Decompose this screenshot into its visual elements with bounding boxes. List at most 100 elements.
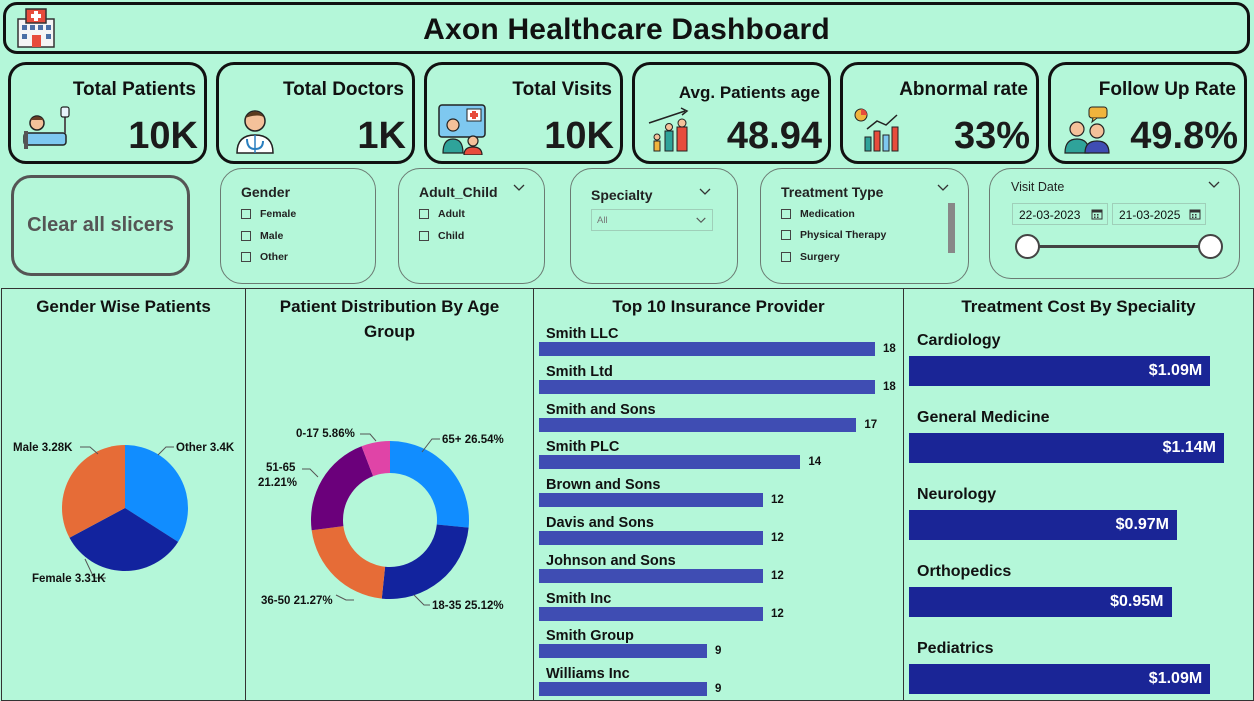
donut-label-51-65: 51-65 <box>266 462 296 474</box>
start-date-input[interactable]: 22-03-2023 <box>1012 203 1108 225</box>
slicer-title: Gender <box>241 184 291 200</box>
bar[interactable] <box>539 493 763 508</box>
option-label: Physical Therapy <box>800 229 887 241</box>
donut-slice-65-plus[interactable] <box>390 441 469 528</box>
option-medication[interactable]: Medication <box>781 208 855 220</box>
pie-slice-other[interactable] <box>125 445 188 542</box>
bar-label: Orthopedics <box>917 563 1012 580</box>
slicer-treatment-type: Treatment Type Medication Physical Thera… <box>760 168 969 284</box>
kpi-label: Avg. Patients age <box>678 83 820 102</box>
option-child[interactable]: Child <box>419 230 464 242</box>
bar-value-label: 9 <box>715 683 722 696</box>
bar-value-label: 18 <box>883 380 896 393</box>
kpi-value: 49.8% <box>1130 115 1238 157</box>
leader-line <box>157 446 174 456</box>
pie-slice-female[interactable] <box>69 508 179 571</box>
end-date-input[interactable]: 21-03-2025 <box>1112 203 1206 225</box>
donut-label-0-17: 0-17 5.86% <box>296 428 355 440</box>
panel-top-insurance-providers: Top 10 Insurance Provider Smith LLC 18 Smi… <box>533 288 904 701</box>
checkbox[interactable] <box>419 231 429 241</box>
option-label: Female <box>260 208 297 220</box>
bar[interactable] <box>539 531 763 545</box>
panel-treatment-cost: Treatment Cost By Speciality Cardiology $… <box>903 288 1254 701</box>
chevron-down-icon[interactable] <box>1207 180 1221 190</box>
checkbox[interactable] <box>419 209 429 219</box>
option-adult[interactable]: Adult <box>419 208 465 220</box>
bar-value-label: 12 <box>771 569 784 582</box>
leader-line <box>302 468 319 478</box>
doctor-icon <box>236 110 274 154</box>
date-range-end-handle[interactable] <box>1198 234 1223 259</box>
donut-label-51-65-pct: 21.21% <box>258 477 297 489</box>
chevron-down-icon[interactable] <box>512 183 526 193</box>
option-label: Surgery <box>800 251 840 263</box>
clear-slicers-button[interactable]: Clear all slicers <box>11 175 190 276</box>
checkbox[interactable] <box>781 252 791 262</box>
option-other[interactable]: Other <box>241 251 288 263</box>
bar-value-label: 12 <box>771 494 784 507</box>
checkbox[interactable] <box>241 252 251 262</box>
slicer-title: Specialty <box>591 187 653 203</box>
bar[interactable] <box>539 455 801 470</box>
bar[interactable] <box>539 644 707 659</box>
panel-gender-wise-patients: Gender Wise Patients Other 3.4K Female 3… <box>1 288 246 701</box>
bar[interactable]: $0.95M <box>909 587 1172 617</box>
age-growth-icon <box>648 107 689 152</box>
bar[interactable] <box>539 417 857 432</box>
bar-label: Pediatrics <box>917 640 994 657</box>
pie-label-other: Other 3.4K <box>176 442 235 454</box>
bar[interactable] <box>539 379 875 394</box>
donut-slice-0-17[interactable] <box>361 441 390 477</box>
donut-slice-51-65[interactable] <box>311 446 374 531</box>
bar-label: Brown and Sons <box>546 477 661 494</box>
bar-label: Cardiology <box>917 332 1001 349</box>
bar-label: Smith PLC <box>546 439 620 456</box>
checkbox[interactable] <box>781 230 791 240</box>
donut-label-36-50: 36-50 21.27% <box>261 595 333 607</box>
bar-value-label: 12 <box>771 607 784 620</box>
bar[interactable]: $0.97M <box>909 510 1178 540</box>
chevron-down-icon[interactable] <box>695 216 707 225</box>
date-range-track[interactable] <box>1026 245 1210 248</box>
consultation-icon <box>1064 106 1110 154</box>
kpi-value: 10K <box>128 115 198 157</box>
bar[interactable]: $1.09M <box>909 664 1211 694</box>
bar[interactable] <box>539 342 875 356</box>
leader-line <box>360 433 377 442</box>
calendar-icon[interactable] <box>1189 208 1201 220</box>
donut-slice-18-35[interactable] <box>381 524 469 599</box>
bar-label: Smith LLC <box>546 326 619 342</box>
checkbox[interactable] <box>241 231 251 241</box>
kpi-value: 33% <box>953 115 1030 157</box>
bar[interactable] <box>539 568 763 583</box>
donut-slice-36-50[interactable] <box>311 526 386 599</box>
calendar-icon[interactable] <box>1091 208 1103 220</box>
bar[interactable] <box>539 682 707 697</box>
option-label: Child <box>438 230 465 242</box>
age-donut-chart: 65+ 26.54% 18-35 25.12% 36-50 21.27% 51-… <box>258 428 504 612</box>
bar-value-label: 17 <box>864 418 878 431</box>
checkbox[interactable] <box>241 209 251 219</box>
slicer-title: Treatment Type <box>781 184 884 200</box>
specialty-dropdown[interactable]: All <box>591 209 713 231</box>
pie-label-male: Male 3.28K <box>13 442 73 454</box>
checkbox[interactable] <box>781 209 791 219</box>
bar[interactable] <box>539 606 763 621</box>
kpi-abnormal-rate: Abnormal rate 33% <box>840 62 1039 164</box>
chevron-down-icon[interactable] <box>698 187 712 197</box>
title-bar: Axon Healthcare Dashboard <box>3 2 1250 54</box>
option-label: Adult <box>438 208 465 220</box>
option-label: Medication <box>800 208 855 220</box>
bar[interactable]: $1.09M <box>909 356 1211 386</box>
pie-slice-male[interactable] <box>61 445 125 538</box>
scrollbar[interactable] <box>948 203 955 253</box>
bar[interactable]: $1.14M <box>909 433 1224 463</box>
option-physical-therapy[interactable]: Physical Therapy <box>781 229 886 241</box>
kpi-value: 1K <box>357 115 406 157</box>
option-female[interactable]: Female <box>241 208 296 220</box>
chevron-down-icon[interactable] <box>936 183 950 193</box>
date-range-start-handle[interactable] <box>1015 234 1040 259</box>
bar-label: Smith Inc <box>546 590 612 607</box>
option-male[interactable]: Male <box>241 230 283 242</box>
option-surgery[interactable]: Surgery <box>781 251 840 263</box>
